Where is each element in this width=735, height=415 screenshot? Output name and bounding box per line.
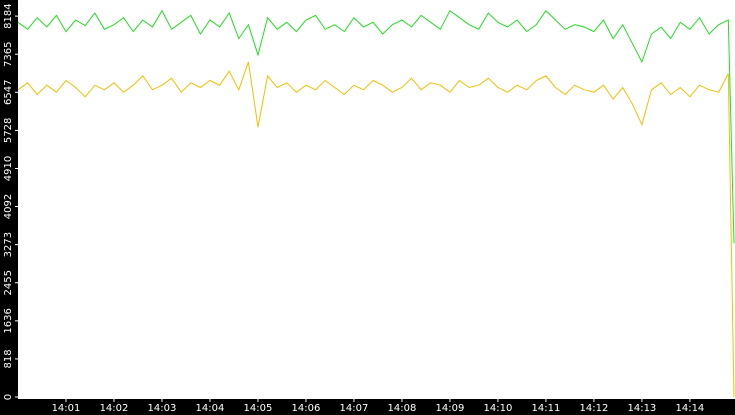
x-tick-label: 14:11 [531,403,560,414]
x-tick-label: 14:13 [627,403,656,414]
x-tick-label: 14:12 [579,403,608,414]
x-tick-label: 14:05 [244,403,273,414]
y-tick-label: 8184 [3,3,14,28]
y-tick-label: 0 [3,394,14,400]
x-tick-label: 14:06 [292,403,321,414]
y-tick-label: 4910 [3,156,14,181]
y-tick-label: 6547 [3,80,14,105]
x-tick-label: 14:09 [436,403,465,414]
x-tick-label: 14:08 [388,403,417,414]
series-line [17,9,735,244]
y-tick-label: 818 [3,349,14,368]
series-line [17,61,735,398]
y-axis-strip [0,0,18,415]
x-tick-label: 14:02 [100,403,129,414]
x-axis-strip [0,399,735,415]
x-tick-label: 14:07 [340,403,369,414]
x-tick-label: 14:10 [484,403,513,414]
x-tick-label: 14:03 [148,403,177,414]
x-tick-label: 14:04 [196,403,225,414]
y-tick-label: 4092 [3,194,14,219]
y-tick-label: 5728 [3,118,14,143]
y-tick-label: 1636 [3,308,14,333]
y-tick-label: 2455 [3,270,14,295]
x-tick-label: 14:01 [52,403,81,414]
y-tick-label: 3273 [3,232,14,257]
x-tick-label: 14:14 [675,403,704,414]
y-tick-label: 7365 [3,41,14,66]
